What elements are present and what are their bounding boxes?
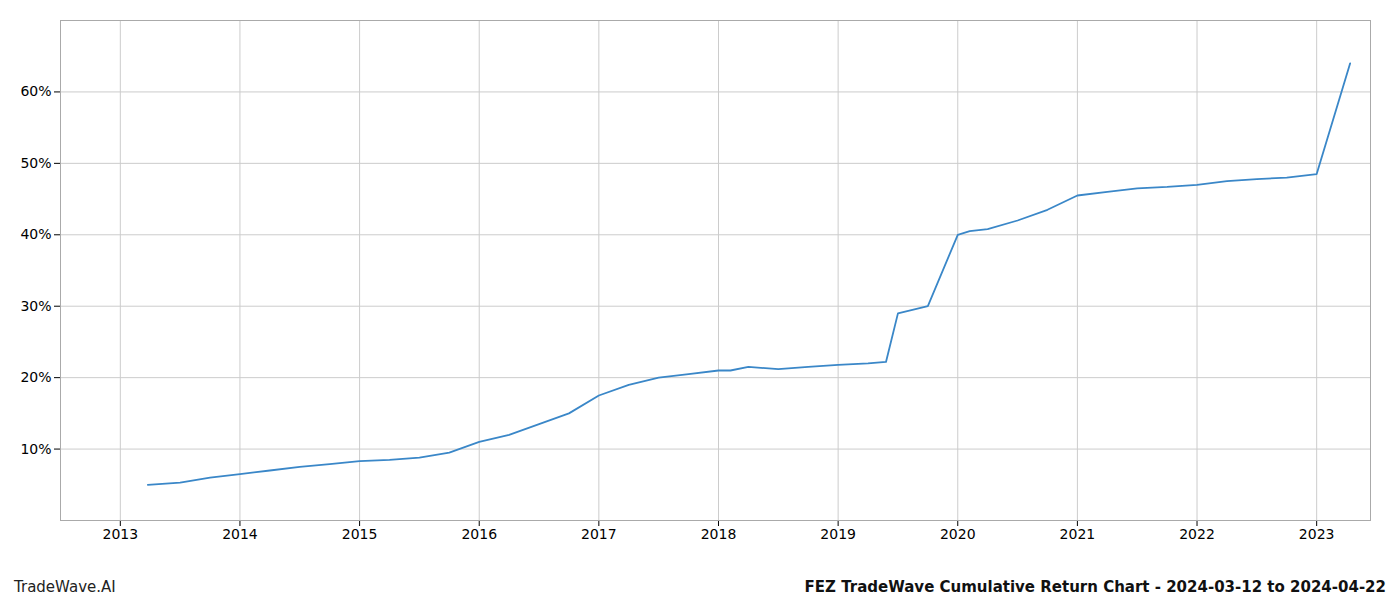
svg-text:2022: 2022 [1179, 526, 1215, 542]
html-text:TradeWave.AI: TradeWave.AI [14, 578, 116, 596]
svg-text:2016: 2016 [461, 526, 497, 542]
svg-text:2018: 2018 [701, 526, 737, 542]
svg-text:2015: 2015 [342, 526, 378, 542]
svg-text:2017: 2017 [581, 526, 617, 542]
svg-text:2021: 2021 [1060, 526, 1096, 542]
svg-text:2014: 2014 [222, 526, 258, 542]
svg-text:30%: 30% [20, 298, 51, 314]
svg-text:50%: 50% [20, 155, 51, 171]
svg-text:2019: 2019 [820, 526, 856, 542]
svg-text:20%: 20% [20, 369, 51, 385]
svg-text:2020: 2020 [940, 526, 976, 542]
svg-text:40%: 40% [20, 226, 51, 242]
svg-text:10%: 10% [20, 441, 51, 457]
svg-text:60%: 60% [20, 83, 51, 99]
html-text:FEZ TradeWave Cumulative Retur: FEZ TradeWave Cumulative Return Chart - … [804, 578, 1386, 596]
svg-text:2023: 2023 [1299, 526, 1335, 542]
svg-text:2013: 2013 [102, 526, 138, 542]
